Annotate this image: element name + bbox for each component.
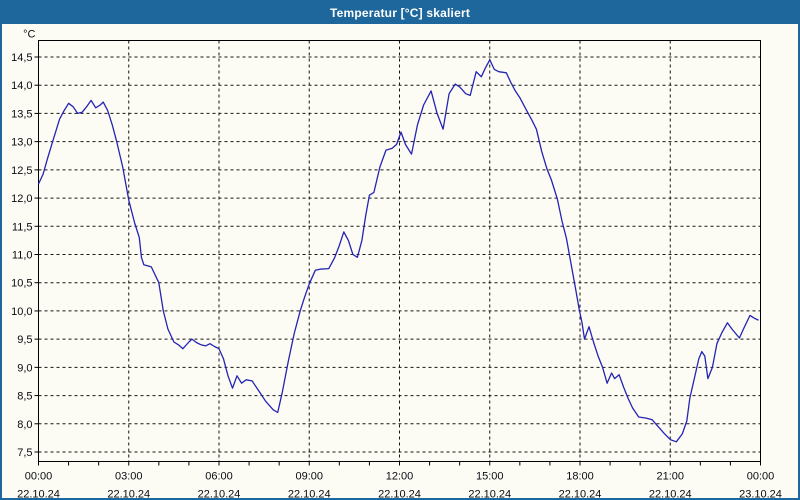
x-tick-date-label: 22.10.24 [649, 489, 692, 499]
y-tick-label: 11,0 [12, 250, 33, 262]
y-tick-label: 12,5 [11, 165, 32, 177]
x-tick-time-label: 00:00 [747, 471, 775, 483]
x-tick-date-label: 23.10.24 [739, 489, 782, 499]
x-tick-date-label: 22.10.24 [559, 489, 602, 499]
y-tick-label: 9,5 [17, 334, 32, 346]
y-tick-label: 13,0 [11, 137, 32, 149]
y-tick-label: 11,5 [12, 221, 33, 233]
y-tick-label: 7,5 [17, 447, 32, 459]
y-axis-unit-label: °C [23, 29, 35, 41]
x-tick-time-label: 21:00 [656, 471, 684, 483]
temperature-series-path [37, 59, 759, 443]
y-tick-label: 10,0 [11, 306, 32, 318]
y-tick-label: 12,0 [11, 193, 32, 205]
x-tick-time-label: 18:00 [566, 471, 594, 483]
x-tick-date-label: 22.10.24 [198, 489, 241, 499]
y-tick-label: 13,5 [11, 108, 32, 120]
y-tick-label: 9,0 [17, 362, 32, 374]
y-tick-label: 10,5 [11, 278, 32, 290]
temperature-line-chart: 14,5 14,0 13,5 13,0 12,5 12,0 11,5 11,0 10,5 10,0… [11, 29, 782, 499]
x-tick-time-label: 09:00 [295, 471, 323, 483]
plot-border [38, 40, 761, 462]
x-tick-time-label: 06:00 [205, 471, 233, 483]
x-tick-date-label: 22.10.24 [107, 489, 150, 499]
x-tick-time-label: 00:00 [25, 471, 53, 483]
y-tick-label: 8,0 [17, 419, 32, 431]
x-tick-time-label: 15:00 [476, 471, 504, 483]
chart-area: 14,5 14,0 13,5 13,0 12,5 12,0 11,5 11,0 10,5 10,0… [2, 24, 798, 499]
x-tick-date-label: 22.10.24 [288, 489, 331, 499]
x-tick-time-label: 12:00 [386, 471, 414, 483]
y-tick-label: 14,5 [11, 52, 32, 64]
x-tick-date-label: 22.10.24 [468, 489, 511, 499]
x-tick-date-label: 22.10.24 [378, 489, 421, 499]
title-bar[interactable]: Temperatur [°C] skaliert [2, 2, 798, 24]
y-tick-label: 8,5 [17, 391, 32, 403]
y-tick-label: 14,0 [11, 80, 32, 92]
x-tick-date-label: 22.10.24 [17, 489, 60, 499]
window-title: Temperatur [°C] skaliert [329, 6, 471, 20]
x-tick-time-label: 03:00 [115, 471, 143, 483]
